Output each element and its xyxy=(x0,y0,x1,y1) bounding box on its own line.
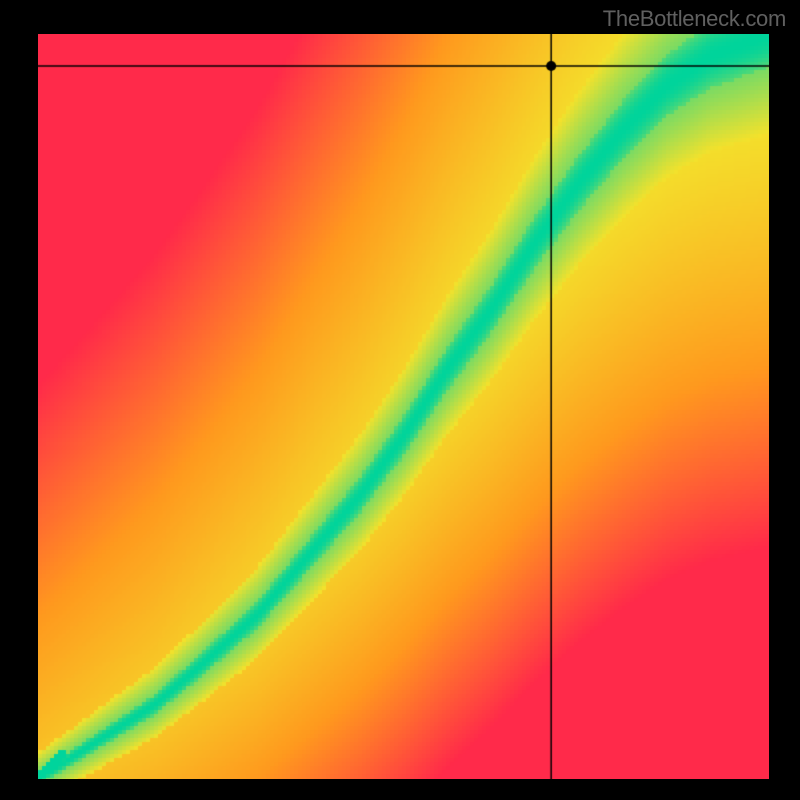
watermark-text: TheBottleneck.com xyxy=(603,6,786,32)
chart-container: TheBottleneck.com xyxy=(0,0,800,800)
bottleneck-heatmap xyxy=(38,34,769,779)
